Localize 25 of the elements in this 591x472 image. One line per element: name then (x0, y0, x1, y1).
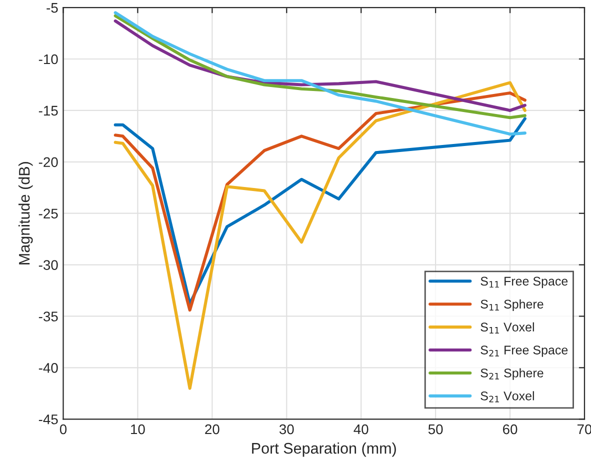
legend-label: S$_{21}$ Sphere (480, 368, 544, 380)
x-tick-label: 30 (279, 424, 294, 434)
x-axis-title: Port Separation (mm) (252, 442, 396, 457)
x-tick-label: 60 (503, 424, 518, 434)
legend-label: S$_{11}$ Voxel (480, 322, 534, 334)
x-tick-label: 0 (60, 424, 67, 434)
legend-label: S$_{11}$ Free Space (480, 276, 568, 288)
y-axis-title: Magnitude (dB) (18, 162, 33, 264)
y-tick-label: -5 (46, 3, 58, 13)
x-tick-label: 10 (131, 424, 145, 434)
line-series (114, 11, 526, 136)
legend-label: S$_{21}$ Free Space (480, 346, 568, 357)
legend-label: S$_{21}$ Voxel (480, 391, 534, 402)
x-tick-label: 40 (354, 424, 368, 434)
y-tick-label: -25 (38, 208, 58, 219)
x-tick-label: 50 (428, 424, 443, 434)
y-tick-label: -15 (38, 106, 58, 116)
y-tick-label: -40 (38, 363, 58, 373)
y-tick-label: -45 (38, 414, 58, 424)
legend-label: S$_{11}$ Sphere (480, 299, 544, 312)
y-tick-label: -35 (38, 312, 58, 322)
x-tick-label: 20 (205, 424, 220, 434)
y-tick-label: -30 (38, 260, 58, 270)
y-tick-label: -10 (38, 54, 58, 64)
y-tick-label: -20 (38, 157, 58, 168)
